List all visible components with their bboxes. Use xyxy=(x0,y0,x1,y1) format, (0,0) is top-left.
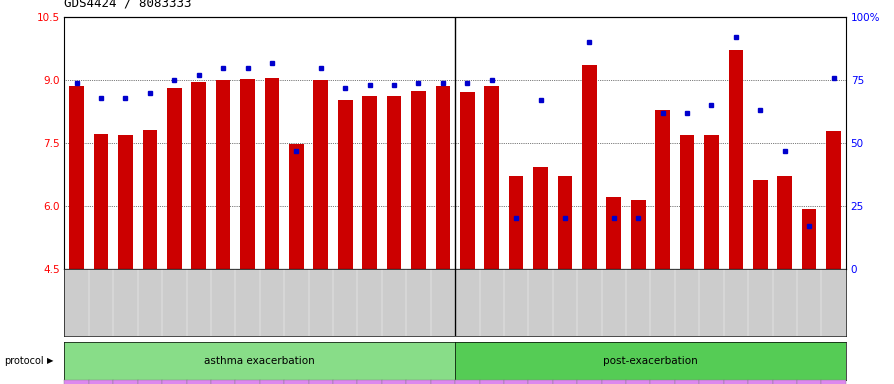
Bar xyxy=(654,109,670,269)
Bar xyxy=(362,96,376,269)
Bar xyxy=(386,96,401,269)
Bar xyxy=(728,50,742,269)
Bar xyxy=(94,134,108,269)
Bar xyxy=(606,197,620,269)
Bar xyxy=(118,135,132,269)
Bar xyxy=(215,80,231,269)
Bar xyxy=(69,86,84,269)
Bar xyxy=(679,136,694,269)
Bar xyxy=(752,180,767,269)
Bar xyxy=(557,176,571,269)
Bar xyxy=(167,88,181,269)
Bar xyxy=(265,78,279,269)
Bar xyxy=(313,80,328,269)
Bar xyxy=(581,66,596,269)
Bar xyxy=(533,167,547,269)
Bar xyxy=(825,131,840,269)
Bar xyxy=(338,100,352,269)
Bar xyxy=(630,200,645,269)
Bar xyxy=(240,79,255,269)
Bar xyxy=(289,144,303,269)
Bar xyxy=(410,91,426,269)
Bar xyxy=(777,176,791,269)
Text: post-exacerbation: post-exacerbation xyxy=(603,356,697,366)
Text: protocol: protocol xyxy=(4,356,44,366)
Bar xyxy=(704,136,718,269)
Bar xyxy=(801,209,815,269)
Bar xyxy=(191,82,206,269)
Text: GDS4424 / 8083333: GDS4424 / 8083333 xyxy=(64,0,191,10)
Text: asthma exacerbation: asthma exacerbation xyxy=(204,356,315,366)
Bar xyxy=(142,130,157,269)
Bar xyxy=(460,92,474,269)
Bar xyxy=(484,86,499,269)
Bar xyxy=(509,176,523,269)
Bar xyxy=(435,86,450,269)
Text: ▶: ▶ xyxy=(46,356,53,366)
